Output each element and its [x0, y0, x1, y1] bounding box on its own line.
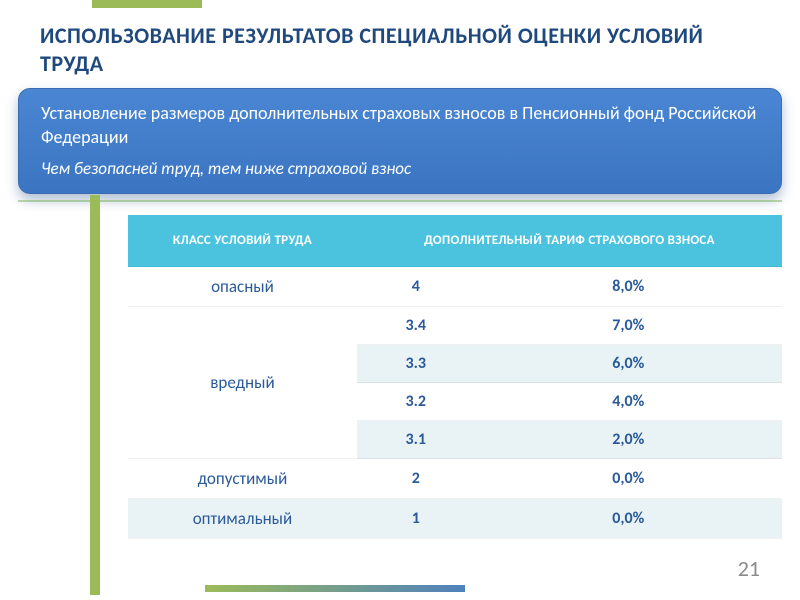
cell-class: допустимый [128, 459, 357, 499]
col-header-class: КЛАСС УСЛОВИЙ ТРУДА [128, 215, 357, 267]
tariff-table: КЛАСС УСЛОВИЙ ТРУДА ДОПОЛНИТЕЛЬНЫЙ ТАРИФ… [128, 215, 782, 538]
cell-subclass: 3.1 [357, 421, 475, 459]
decor-bottom-stripe [205, 585, 465, 592]
page-title: ИСПОЛЬЗОВАНИЕ РЕЗУЛЬТАТОВ СПЕЦИАЛЬНОЙ ОЦ… [40, 22, 760, 77]
cell-rate: 0,0% [475, 499, 782, 539]
cell-rate: 0,0% [475, 459, 782, 499]
decor-vertical-stripe [90, 195, 100, 595]
cell-rate: 4,0% [475, 383, 782, 421]
cell-rate: 6,0% [475, 345, 782, 383]
callout-line1: Установление размеров дополнительных стр… [41, 101, 759, 150]
callout-line2: Чем безопасней труд, тем ниже страховой … [41, 158, 759, 179]
cell-subclass: 2 [357, 459, 475, 499]
cell-subclass: 3.2 [357, 383, 475, 421]
decor-top-block [92, 0, 202, 8]
cell-rate: 8,0% [475, 267, 782, 307]
cell-rate: 7,0% [475, 307, 782, 345]
table-row: вредный3.47,0% [128, 307, 782, 345]
slide: ИСПОЛЬЗОВАНИЕ РЕЗУЛЬТАТОВ СПЕЦИАЛЬНОЙ ОЦ… [0, 0, 800, 600]
cell-class: опасный [128, 267, 357, 307]
table-row: опасный48,0% [128, 267, 782, 307]
cell-subclass: 3.4 [357, 307, 475, 345]
divider-rule [18, 200, 782, 202]
cell-rate: 2,0% [475, 421, 782, 459]
cell-subclass: 1 [357, 499, 475, 539]
callout-inner: Установление размеров дополнительных стр… [18, 88, 782, 194]
cell-class: вредный [128, 307, 357, 459]
cell-class: оптимальный [128, 499, 357, 539]
cell-subclass: 3.3 [357, 345, 475, 383]
col-header-rate: ДОПОЛНИТЕЛЬНЫЙ ТАРИФ СТРАХОВОГО ВЗНОСА [357, 215, 782, 267]
page-number: 21 [738, 555, 760, 582]
tariff-table-head: КЛАСС УСЛОВИЙ ТРУДА ДОПОЛНИТЕЛЬНЫЙ ТАРИФ… [128, 215, 782, 267]
table-row: оптимальный10,0% [128, 499, 782, 539]
tariff-table-wrap: КЛАСС УСЛОВИЙ ТРУДА ДОПОЛНИТЕЛЬНЫЙ ТАРИФ… [128, 215, 782, 538]
table-row: допустимый20,0% [128, 459, 782, 499]
cell-subclass: 4 [357, 267, 475, 307]
tariff-table-body: опасный48,0%вредный3.47,0%3.36,0%3.24,0%… [128, 267, 782, 539]
callout-box: Установление размеров дополнительных стр… [18, 88, 782, 194]
